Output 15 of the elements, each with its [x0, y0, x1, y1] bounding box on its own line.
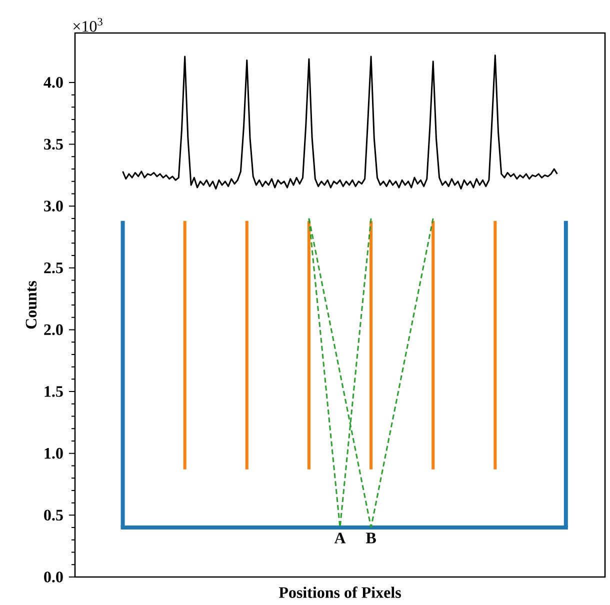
- y-tick-label: 0.0: [44, 572, 63, 582]
- y-tick-label: 3.0: [44, 200, 63, 212]
- x-axis-title: Positions of Pixels: [278, 586, 401, 598]
- y-tick-label: 3.5: [44, 138, 63, 150]
- annotation: B: [366, 532, 376, 544]
- text: ×10$^{3}$: [73, 18, 102, 32]
- line-series: [122, 54, 558, 190]
- y-axis-title: Counts: [26, 280, 37, 329]
- y-tick-label: 2.0: [44, 324, 63, 336]
- y-tick-label: 4.0: [44, 77, 63, 88]
- y-tick-label: 2.5: [44, 262, 63, 274]
- annotation: A: [334, 532, 346, 544]
- y-tick-label: 1.0: [44, 448, 63, 459]
- y-tick-label: 0.5: [44, 510, 63, 521]
- y-tick-label: 1.5: [44, 386, 63, 397]
